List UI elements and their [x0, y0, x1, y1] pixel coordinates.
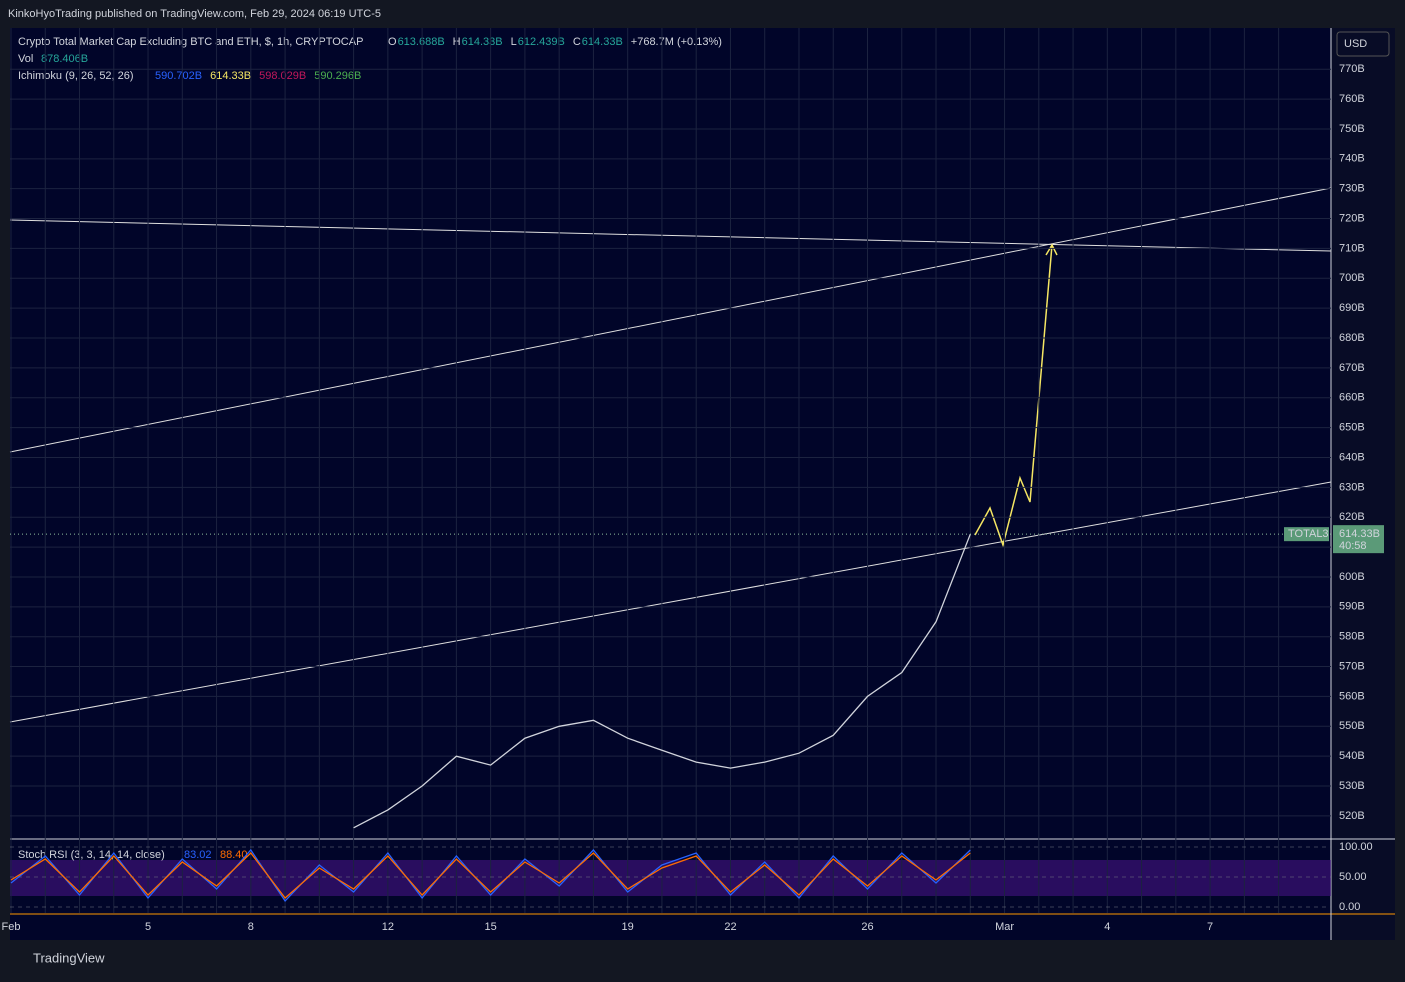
symbol-tag	[1284, 527, 1329, 542]
chart-background	[10, 28, 1395, 940]
symbol-label: TOTAL3	[1288, 528, 1329, 540]
y-tick-label: 720B	[1339, 212, 1365, 224]
stoch-value: 88.40	[220, 849, 248, 861]
y-tick-label: 710B	[1339, 242, 1365, 254]
x-tick-label: 8	[248, 921, 254, 933]
y-tick-label: 550B	[1339, 720, 1365, 732]
ohlc-item: 614.33B	[582, 36, 623, 48]
y-tick-label: 730B	[1339, 183, 1365, 195]
series-line	[10, 852, 971, 899]
projection-arrow	[1045, 243, 1058, 256]
y-tick-label: 650B	[1339, 422, 1365, 434]
vol-label: Vol	[18, 53, 33, 65]
publisher: KinkoHyoTrading published on TradingView…	[8, 8, 381, 20]
x-tick-label: Feb	[2, 921, 21, 933]
ohlc-item: 612.439B	[518, 36, 565, 48]
price-axis	[1331, 28, 1395, 940]
x-tick-label: Mar	[995, 921, 1014, 933]
y-tick-label: 560B	[1339, 690, 1365, 702]
ohlc-item: 614.33B	[462, 36, 503, 48]
vol-value: 878.406B	[41, 53, 88, 65]
x-tick-label: 19	[622, 921, 634, 933]
y-tick-label: 570B	[1339, 660, 1365, 672]
ohlc-item: L	[511, 36, 517, 48]
y-tick-label: 690B	[1339, 302, 1365, 314]
y-tick-label: 590B	[1339, 601, 1365, 613]
x-tick-label: 15	[485, 921, 497, 933]
countdown: 40:58	[1339, 540, 1367, 552]
y-tick-label: 660B	[1339, 392, 1365, 404]
ichimoku-label: Ichimoku (9, 26, 52, 26)	[18, 70, 134, 82]
y-tick-label: 700B	[1339, 272, 1365, 284]
price-label: 614.33B	[1339, 528, 1380, 540]
x-tick-label: 7	[1207, 921, 1213, 933]
x-tick-label: 22	[724, 921, 736, 933]
series-line	[10, 848, 971, 903]
chart-title: Crypto Total Market Cap Excluding BTC an…	[18, 36, 363, 48]
y-tick-label: 580B	[1339, 631, 1365, 643]
ohlc-item: +768.7M (+0.13%)	[631, 36, 722, 48]
projection	[974, 244, 1053, 548]
y-tick-label: 0.00	[1339, 901, 1360, 913]
trend-line	[9, 219, 1332, 252]
ohlc-item: C	[573, 36, 581, 48]
y-tick-label: 630B	[1339, 481, 1365, 493]
y-tick-label: 760B	[1339, 93, 1365, 105]
currency: USD	[1344, 38, 1367, 50]
ichimoku-value: 590.296B	[314, 70, 361, 82]
series-line	[353, 533, 971, 829]
x-tick-label: 26	[861, 921, 873, 933]
ichimoku-value: 614.33B	[210, 70, 251, 82]
y-tick-label: 740B	[1339, 153, 1365, 165]
y-tick-label: 600B	[1339, 571, 1365, 583]
trend-line	[9, 481, 1332, 723]
stoch-value: 83.02	[184, 849, 212, 861]
price-tag	[1333, 525, 1384, 554]
x-tick-label: 12	[382, 921, 394, 933]
y-tick-label: 540B	[1339, 750, 1365, 762]
ichimoku-value: 590.702B	[155, 70, 202, 82]
footer-logo: TradingView	[33, 950, 105, 965]
stoch-label: Stoch RSI (3, 3, 14, 14, close)	[18, 849, 165, 861]
ohlc-item: 613.688B	[398, 36, 445, 48]
ohlc-item: O	[388, 36, 397, 48]
y-tick-label: 530B	[1339, 780, 1365, 792]
y-tick-label: 50.00	[1339, 871, 1367, 883]
y-tick-label: 680B	[1339, 332, 1365, 344]
y-tick-label: 670B	[1339, 362, 1365, 374]
y-tick-label: 770B	[1339, 63, 1365, 75]
y-tick-label: 620B	[1339, 511, 1365, 523]
y-tick-label: 100.00	[1339, 841, 1373, 853]
y-tick-label: 520B	[1339, 810, 1365, 822]
x-tick-label: 4	[1104, 921, 1110, 933]
ichimoku-value: 598.029B	[259, 70, 306, 82]
x-tick-label: 5	[145, 921, 151, 933]
y-tick-label: 640B	[1339, 451, 1365, 463]
trend-line	[9, 187, 1332, 453]
y-tick-label: 750B	[1339, 123, 1365, 135]
currency-button[interactable]	[1336, 31, 1390, 57]
stoch-band	[10, 860, 1331, 896]
